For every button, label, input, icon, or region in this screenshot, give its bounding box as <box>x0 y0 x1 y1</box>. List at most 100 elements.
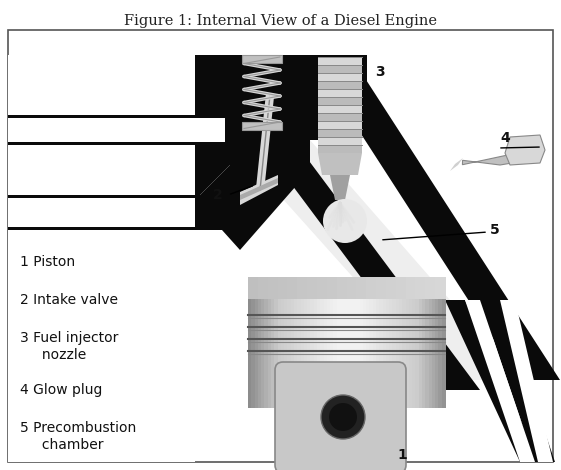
Bar <box>432 295 436 408</box>
Bar <box>291 295 295 408</box>
Bar <box>287 277 298 299</box>
Polygon shape <box>310 55 560 380</box>
Bar <box>294 295 298 408</box>
Polygon shape <box>195 55 480 390</box>
Polygon shape <box>240 175 278 205</box>
Polygon shape <box>230 140 520 380</box>
Bar <box>399 295 403 408</box>
Bar <box>366 277 377 299</box>
Polygon shape <box>195 130 310 250</box>
Bar <box>312 408 318 462</box>
Bar <box>284 295 288 408</box>
Bar <box>268 295 272 408</box>
Polygon shape <box>230 55 350 140</box>
Text: 5: 5 <box>490 223 500 237</box>
Bar <box>393 295 397 408</box>
Bar <box>320 295 324 408</box>
Bar <box>318 89 362 97</box>
Polygon shape <box>313 55 367 90</box>
Bar <box>425 277 436 299</box>
FancyBboxPatch shape <box>8 30 553 462</box>
Bar <box>396 277 407 299</box>
Bar <box>360 295 364 408</box>
Text: 5 Precombustion
     chamber: 5 Precombustion chamber <box>20 421 136 452</box>
Text: 1 Piston: 1 Piston <box>20 255 75 269</box>
Bar <box>327 277 338 299</box>
Polygon shape <box>8 198 195 227</box>
Bar <box>340 295 344 408</box>
Polygon shape <box>8 145 195 195</box>
Bar <box>258 277 269 299</box>
Circle shape <box>329 403 357 431</box>
Bar <box>261 295 265 408</box>
Bar <box>242 122 282 130</box>
Bar <box>287 295 292 408</box>
Text: 2: 2 <box>213 188 223 202</box>
Bar <box>335 408 341 462</box>
Bar <box>435 295 439 408</box>
Bar <box>337 277 347 299</box>
Bar <box>383 295 387 408</box>
Bar <box>248 277 259 299</box>
Bar <box>333 295 338 408</box>
Bar <box>268 277 279 299</box>
Bar <box>317 408 323 462</box>
Bar <box>281 295 285 408</box>
Polygon shape <box>500 300 553 462</box>
Text: Figure 1: Internal View of a Diesel Engine: Figure 1: Internal View of a Diesel Engi… <box>124 14 437 28</box>
Bar <box>321 408 327 462</box>
Bar <box>314 295 318 408</box>
Bar <box>406 277 416 299</box>
Polygon shape <box>230 55 310 140</box>
Bar <box>389 295 393 408</box>
Bar <box>376 295 380 408</box>
Bar <box>255 295 259 408</box>
Bar <box>442 295 446 408</box>
Text: 3: 3 <box>375 65 385 79</box>
Bar <box>248 295 252 408</box>
Polygon shape <box>505 135 545 165</box>
Bar <box>297 277 308 299</box>
Bar <box>310 295 315 408</box>
Bar <box>318 73 362 81</box>
Bar <box>318 81 362 89</box>
Bar <box>271 295 275 408</box>
Bar <box>339 408 345 462</box>
Bar <box>318 105 362 113</box>
Bar <box>356 295 361 408</box>
Bar <box>350 295 354 408</box>
Bar <box>343 295 347 408</box>
Bar <box>330 295 334 408</box>
Bar <box>366 295 370 408</box>
Bar <box>318 137 362 145</box>
Bar <box>344 408 350 462</box>
Bar <box>347 295 351 408</box>
Polygon shape <box>450 158 463 171</box>
Bar <box>307 277 318 299</box>
Bar <box>396 295 400 408</box>
Bar <box>376 277 387 299</box>
Polygon shape <box>195 55 265 200</box>
Bar <box>435 277 446 299</box>
Polygon shape <box>8 195 230 230</box>
Bar <box>422 295 426 408</box>
Bar <box>324 295 328 408</box>
Bar <box>429 295 433 408</box>
Bar <box>251 295 256 408</box>
Bar <box>318 145 362 153</box>
Bar <box>416 277 426 299</box>
Bar <box>318 129 362 137</box>
Bar <box>278 295 282 408</box>
Bar <box>347 277 357 299</box>
Text: 2 Intake valve: 2 Intake valve <box>20 293 118 307</box>
Bar <box>317 295 321 408</box>
Polygon shape <box>318 153 362 175</box>
Bar <box>379 295 384 408</box>
Bar <box>318 121 362 129</box>
FancyBboxPatch shape <box>275 362 406 470</box>
Bar <box>406 295 410 408</box>
Bar <box>353 295 357 408</box>
Polygon shape <box>330 175 350 200</box>
Circle shape <box>323 199 367 243</box>
Bar <box>412 295 416 408</box>
